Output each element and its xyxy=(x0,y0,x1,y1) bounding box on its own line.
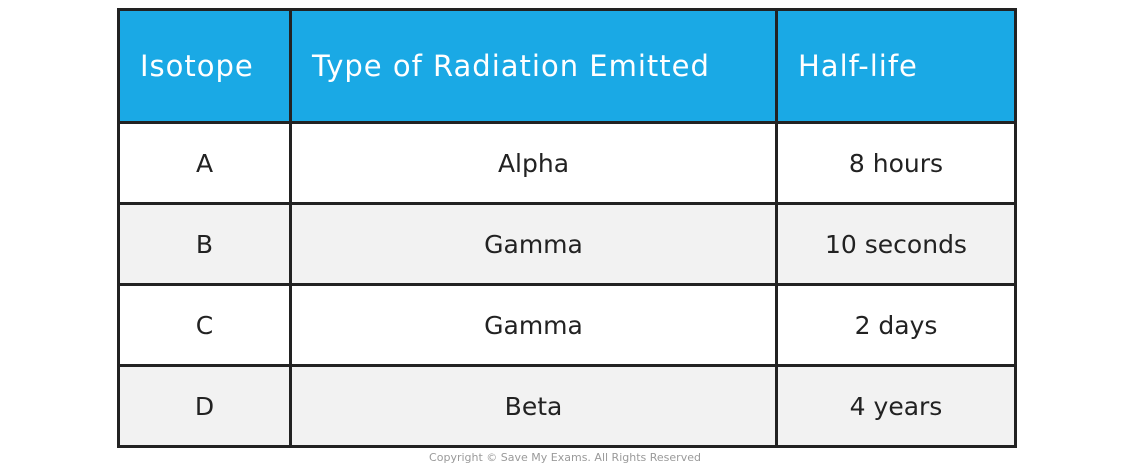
table-cell: 4 years xyxy=(775,364,1017,448)
table-cell: B xyxy=(117,202,292,286)
table-cell: Gamma xyxy=(289,202,778,286)
table-cell: A xyxy=(117,121,292,205)
header-cell: Isotope xyxy=(117,8,292,124)
table-cell: 8 hours xyxy=(775,121,1017,205)
table-row: D Beta 4 years xyxy=(117,364,1017,448)
table: Isotope Type of Radiation Emitted Half-lif… xyxy=(117,8,1017,448)
table-cell: Gamma xyxy=(289,283,778,367)
header-cell: Half-life xyxy=(775,8,1017,124)
table-cell: D xyxy=(117,364,292,448)
table-row: B Gamma 10 seconds xyxy=(117,202,1017,286)
table-cell: Beta xyxy=(289,364,778,448)
table-cell: C xyxy=(117,283,292,367)
table-cell: Alpha xyxy=(289,121,778,205)
table-cell: 2 days xyxy=(775,283,1017,367)
table-row: A Alpha 8 hours xyxy=(117,121,1017,205)
header-cell: Type of Radiation Emitted xyxy=(289,8,778,124)
table-cell: 10 seconds xyxy=(775,202,1017,286)
table-row: C Gamma 2 days xyxy=(117,283,1017,367)
copyright: Copyright © Save My Exams. All Rights Re… xyxy=(429,451,701,464)
header-row: Isotope Type of Radiation Emitted Half-lif… xyxy=(117,8,1017,124)
